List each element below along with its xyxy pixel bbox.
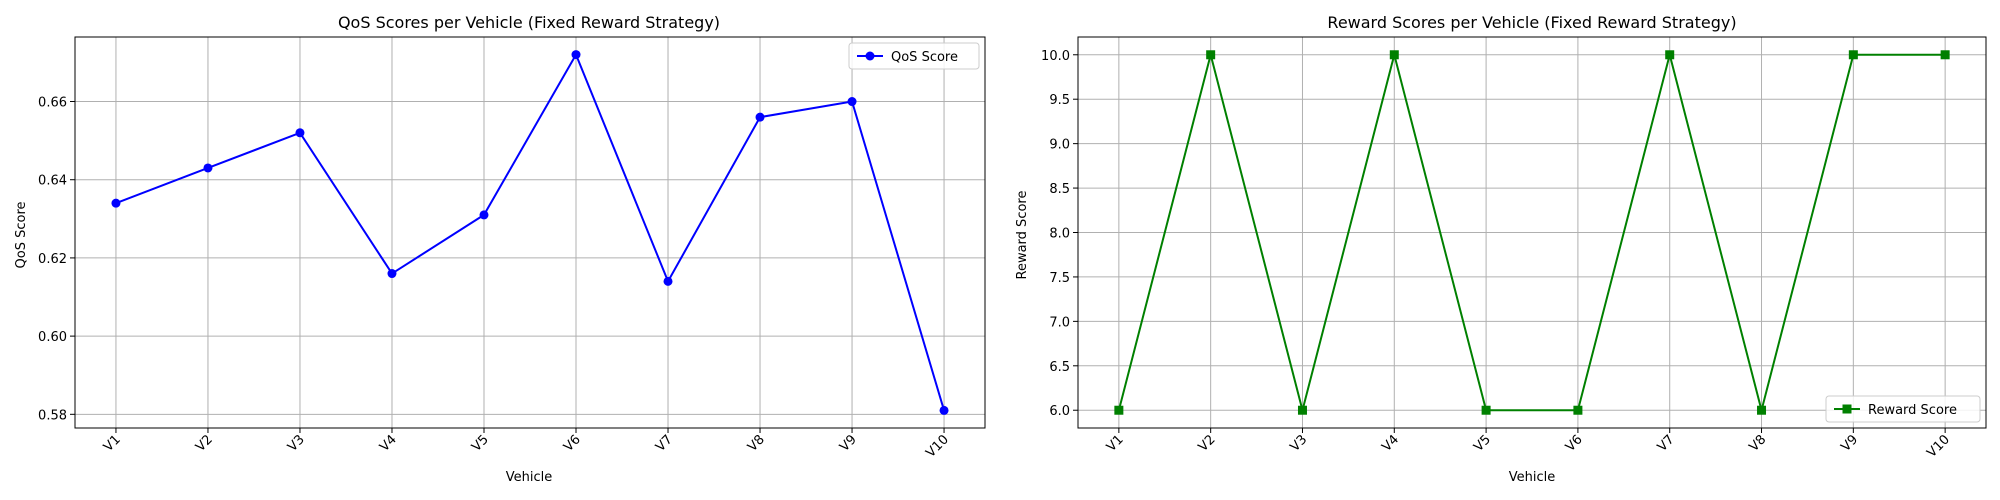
- reward-data-point: [1206, 50, 1216, 60]
- qos-x-tick-label: V5: [469, 432, 492, 455]
- qos-x-tick-label: V8: [745, 432, 768, 455]
- reward-legend-label: Reward Score: [1868, 403, 1957, 418]
- qos-data-point: [387, 269, 397, 279]
- reward-y-tick-label: 7.5: [1049, 271, 1070, 286]
- qos-x-axis-label: Vehicle: [506, 470, 553, 485]
- reward-grid: [1078, 37, 1986, 428]
- qos-x-tick-label: V1: [101, 432, 124, 455]
- qos-x-tick-label: V9: [837, 432, 860, 455]
- qos-data-point: [663, 276, 673, 286]
- qos-chart-panel: QoS Scores per Vehicle (Fixed Reward Str…: [14, 13, 986, 485]
- qos-y-tick-label: 0.62: [38, 252, 67, 267]
- qos-data-point: [203, 163, 213, 173]
- reward-data-point: [1573, 405, 1583, 415]
- reward-x-tick-label: V10: [1924, 432, 1953, 461]
- reward-data-point: [1757, 405, 1767, 415]
- reward-x-tick-label: V4: [1379, 432, 1402, 455]
- reward-x-tick-label: V6: [1563, 432, 1586, 455]
- reward-x-tick-label: V2: [1196, 432, 1219, 455]
- qos-data-point: [755, 112, 765, 122]
- qos-chart-title: QoS Scores per Vehicle (Fixed Reward Str…: [338, 13, 720, 32]
- qos-data-point: [295, 128, 305, 138]
- reward-chart-panel: Reward Scores per Vehicle (Fixed Reward …: [1015, 13, 1987, 485]
- qos-data-point: [479, 210, 489, 220]
- qos-data-point: [939, 405, 949, 415]
- reward-x-tick-label: V9: [1838, 432, 1861, 455]
- qos-data-point: [111, 198, 121, 208]
- reward-y-tick-label: 9.0: [1049, 138, 1070, 153]
- qos-y-tick-label: 0.66: [38, 96, 67, 111]
- qos-x-tick-label: V2: [193, 432, 216, 455]
- qos-legend-box: [848, 42, 980, 70]
- reward-x-tick-label: V7: [1655, 432, 1678, 455]
- qos-grid: [75, 37, 985, 428]
- qos-y-tick-label: 0.64: [38, 174, 67, 189]
- reward-legend: Reward Score: [1825, 395, 1981, 423]
- reward-x-tick-label: V3: [1288, 432, 1311, 455]
- reward-y-tick-label: 8.5: [1049, 182, 1070, 197]
- reward-data-point: [1389, 50, 1399, 60]
- qos-data-point: [847, 97, 857, 107]
- qos-x-tick-label: V10: [923, 432, 952, 461]
- qos-y-tick-label: 0.58: [38, 408, 67, 423]
- reward-data-point: [1848, 50, 1858, 60]
- qos-x-tick-label: V3: [285, 432, 308, 455]
- qos-x-tick-label: V6: [561, 432, 584, 455]
- reward-data-point: [1665, 50, 1675, 60]
- qos-y-axis-label: QoS Score: [14, 202, 29, 269]
- reward-data-point: [1940, 50, 1950, 60]
- reward-y-axis-label: Reward Score: [1015, 191, 1030, 280]
- reward-y-tick-label: 6.0: [1049, 404, 1070, 419]
- qos-series-line: [115, 52, 946, 411]
- qos-data-point: [571, 50, 581, 60]
- reward-series-line: [1117, 50, 1946, 415]
- reward-y-tick-label: 8.0: [1049, 227, 1070, 242]
- reward-legend-marker: [1842, 404, 1852, 414]
- qos-x-tick-label: V7: [653, 432, 676, 455]
- qos-legend-label: QoS Score: [891, 50, 958, 65]
- reward-x-tick-label: V1: [1104, 432, 1127, 455]
- reward-legend-box: [1825, 395, 1981, 423]
- reward-x-tick-label: V8: [1747, 432, 1770, 455]
- reward-y-tick-label: 7.0: [1049, 315, 1070, 330]
- reward-y-tick-label: 9.5: [1049, 93, 1070, 108]
- qos-legend-marker: [865, 51, 875, 61]
- qos-x-tick-label: V4: [377, 432, 400, 455]
- qos-y-tick-label: 0.60: [38, 330, 67, 345]
- reward-data-point: [1114, 405, 1124, 415]
- reward-data-point: [1481, 405, 1491, 415]
- reward-chart-title: Reward Scores per Vehicle (Fixed Reward …: [1327, 13, 1736, 32]
- qos-plot-frame: [74, 36, 986, 429]
- reward-x-tick-label: V5: [1471, 432, 1494, 455]
- reward-y-tick-label: 6.5: [1049, 360, 1070, 375]
- reward-x-axis-label: Vehicle: [1509, 470, 1556, 485]
- reward-data-point: [1297, 405, 1307, 415]
- reward-y-tick-label: 10.0: [1041, 49, 1070, 64]
- qos-legend: QoS Score: [848, 42, 980, 70]
